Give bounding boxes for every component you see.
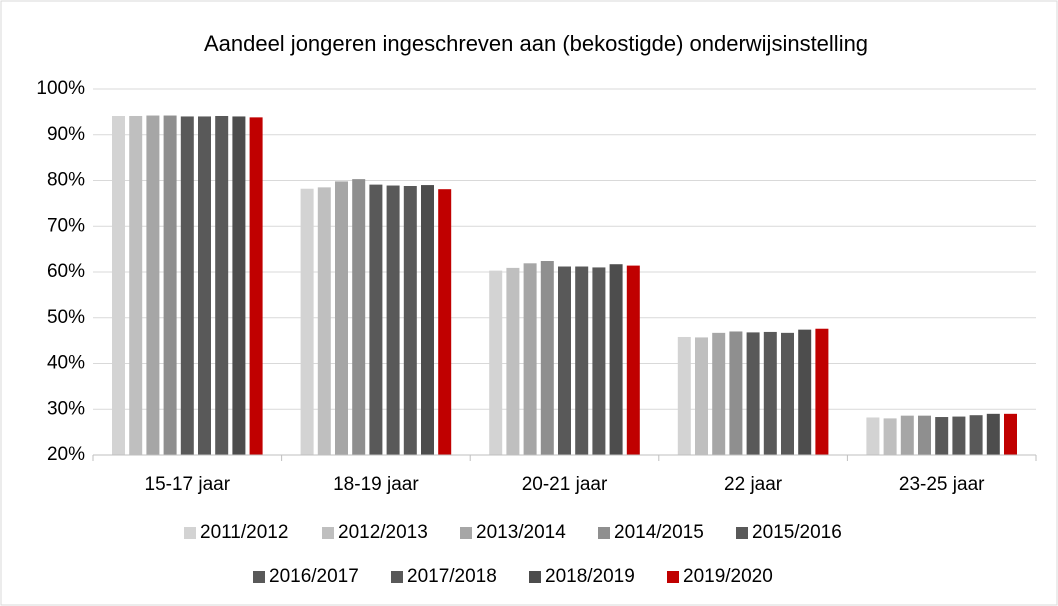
bar	[163, 115, 177, 455]
bar	[198, 116, 211, 455]
legend-swatch	[667, 571, 679, 583]
bar	[986, 413, 1000, 455]
legend-swatch	[253, 571, 265, 583]
bar	[386, 185, 400, 455]
bar	[540, 261, 554, 455]
bar	[798, 329, 812, 455]
y-tick-label: 50%	[47, 307, 85, 328]
y-tick-label: 30%	[47, 398, 85, 419]
bar	[935, 417, 949, 455]
legend-swatch	[184, 527, 196, 539]
x-tick-label: 15-17 jaar	[145, 474, 231, 495]
bar	[129, 115, 143, 456]
x-tick-label: 22 jaar	[724, 474, 783, 495]
legend-label: 2017/2018	[407, 566, 497, 587]
bar	[523, 263, 537, 455]
bar	[592, 267, 606, 455]
bar	[300, 188, 314, 456]
bar	[626, 265, 640, 455]
bar	[232, 116, 246, 455]
bar	[506, 267, 520, 455]
bar	[369, 184, 383, 455]
legend-swatch	[736, 527, 748, 539]
bar	[421, 185, 434, 455]
bar	[403, 185, 417, 456]
bar	[677, 336, 691, 455]
bar	[695, 337, 708, 455]
bar	[575, 266, 589, 455]
bar	[763, 331, 777, 455]
bar	[112, 115, 125, 456]
bar	[438, 189, 452, 455]
bar	[317, 187, 331, 456]
x-tick-label: 18-19 jaar	[333, 474, 419, 495]
legend-swatch	[322, 527, 334, 539]
bar	[729, 331, 743, 455]
y-tick-label: 60%	[47, 261, 85, 282]
bar	[900, 415, 914, 455]
y-tick-label: 20%	[47, 444, 85, 465]
legend-label: 2019/2020	[683, 566, 773, 587]
bar	[609, 264, 623, 455]
bar	[215, 115, 229, 456]
chart-title: Aandeel jongeren ingeschreven aan (bekos…	[204, 31, 868, 56]
bar	[746, 332, 760, 455]
bar	[352, 179, 366, 455]
legend-label: 2011/2012	[200, 522, 288, 543]
bar	[180, 116, 194, 455]
legend-swatch	[391, 571, 403, 583]
legend-swatch	[598, 527, 610, 539]
bar	[1004, 413, 1017, 455]
legend-label: 2016/2017	[269, 566, 359, 587]
bar	[558, 266, 571, 455]
bar	[249, 117, 263, 456]
y-tick-label: 80%	[47, 170, 85, 191]
bar	[815, 328, 829, 455]
legend-label: 2012/2013	[338, 522, 428, 543]
bar	[146, 115, 160, 455]
bar	[918, 415, 931, 455]
bar	[866, 417, 880, 455]
x-tick-label: 20-21 jaar	[522, 474, 608, 495]
legend-label: 2013/2014	[476, 522, 566, 543]
x-tick-label: 23-25 jaar	[899, 474, 985, 495]
bar	[883, 418, 897, 455]
legend-label: 2018/2019	[545, 566, 635, 587]
legend-swatch	[529, 571, 541, 583]
y-tick-label: 100%	[36, 78, 85, 99]
bar	[952, 416, 966, 455]
bar	[712, 332, 726, 455]
legend-swatch	[460, 527, 472, 539]
legend-label: 2015/2016	[752, 522, 842, 543]
legend-label: 2014/2015	[614, 522, 704, 543]
bar	[781, 332, 794, 455]
y-tick-label: 70%	[47, 215, 85, 236]
bar	[335, 181, 348, 456]
y-tick-label: 90%	[47, 124, 85, 145]
bar	[489, 270, 503, 455]
y-tick-label: 40%	[47, 353, 85, 374]
bar	[969, 415, 983, 455]
